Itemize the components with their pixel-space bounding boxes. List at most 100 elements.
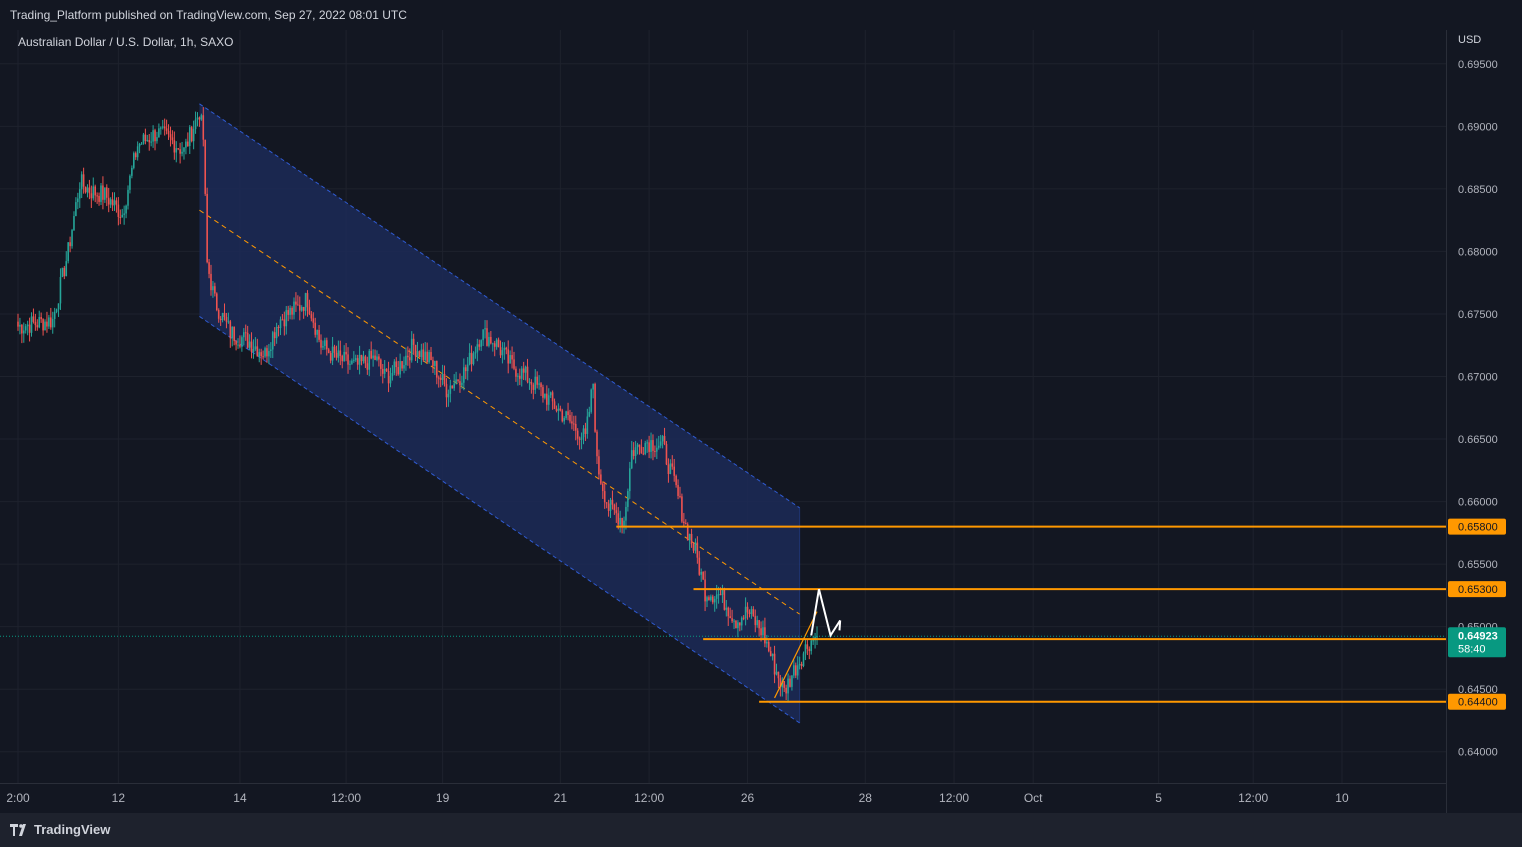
candle-body — [598, 456, 600, 475]
candle-body — [453, 383, 455, 389]
candle-body — [77, 198, 79, 203]
candle-body — [690, 533, 693, 545]
candle-body — [742, 617, 745, 619]
candle-body — [61, 267, 64, 278]
footer-logo[interactable]: TradingView — [10, 822, 110, 837]
time-tick-label: 5 — [1155, 791, 1162, 805]
candle-body — [250, 341, 253, 352]
candle-body — [501, 350, 504, 356]
candle-body — [63, 267, 66, 277]
candle-body — [499, 347, 502, 356]
candle-body — [764, 627, 766, 644]
candle-body — [497, 339, 500, 348]
candle-body — [121, 214, 124, 218]
candle-body — [536, 376, 538, 385]
candle-body — [298, 304, 301, 311]
candle-body — [739, 622, 741, 626]
candle-body — [459, 381, 461, 386]
candle-body — [133, 153, 135, 168]
candle-body — [158, 128, 160, 138]
candle-body — [561, 410, 564, 422]
candle-body — [557, 408, 560, 411]
candle-body — [316, 329, 318, 335]
candle-body — [652, 440, 654, 451]
candle-body — [408, 357, 411, 361]
channel-upper-line — [199, 103, 800, 509]
candle-body — [322, 345, 324, 348]
candle-body — [708, 597, 710, 601]
candle-body — [611, 499, 614, 505]
candle-body — [441, 373, 444, 380]
candle-body — [615, 510, 618, 514]
symbol-title[interactable]: Australian Dollar / U.S. Dollar, 1h, SAX… — [18, 35, 234, 49]
candle-body — [21, 324, 23, 334]
tradingview-logo-icon — [10, 823, 26, 836]
time-tick-label: 12:00 — [939, 791, 969, 805]
channel-median-line — [199, 209, 800, 615]
candle-body — [395, 361, 398, 368]
candle-body — [769, 651, 772, 657]
candle-body — [171, 137, 174, 141]
candle-body — [210, 273, 212, 291]
candle-body — [134, 153, 137, 158]
price-tick-label: 0.64000 — [1458, 747, 1498, 759]
candle-body — [67, 242, 69, 262]
candle-body — [223, 312, 226, 318]
candle-body — [596, 431, 598, 457]
candle-body — [810, 640, 813, 652]
candle-body — [308, 307, 311, 315]
candle-body — [279, 319, 282, 329]
publish-info: Trading_Platform published on TradingVie… — [10, 8, 407, 22]
candle-body — [364, 356, 367, 364]
candle-body — [385, 368, 388, 371]
candle-body — [82, 174, 85, 187]
candle-body — [264, 348, 266, 357]
candle-body — [300, 306, 303, 311]
candle-body — [356, 358, 359, 365]
candle-body — [376, 356, 378, 360]
candle-body — [227, 321, 230, 323]
candle-body — [271, 332, 274, 350]
candle-body — [217, 310, 220, 319]
candle-body — [532, 384, 535, 390]
time-tick-label: 26 — [741, 791, 755, 805]
candle-body — [146, 140, 149, 142]
price-chart[interactable]: 0.640000.645000.650000.655000.660000.665… — [0, 30, 1522, 813]
candle-body — [181, 151, 183, 154]
candle-body — [671, 463, 674, 467]
price-tick-label: 0.68000 — [1458, 246, 1498, 258]
candle-body — [283, 319, 286, 327]
candle-body — [152, 130, 154, 142]
candle-body — [289, 307, 291, 315]
candle-body — [767, 641, 770, 652]
candle-body — [430, 352, 432, 361]
candle-body — [793, 665, 795, 676]
candle-body — [275, 326, 278, 339]
candle-body — [428, 352, 430, 363]
candle-body — [131, 167, 133, 176]
candle-body — [437, 377, 440, 379]
candle-body — [520, 368, 523, 379]
candle-body — [241, 337, 243, 347]
candle-body — [752, 609, 755, 617]
candle-body — [138, 143, 141, 147]
level-price-text: 0.65800 — [1458, 522, 1498, 534]
candle-body — [773, 653, 776, 675]
candle-body — [59, 277, 62, 304]
candle-body — [698, 557, 701, 575]
candle-body — [439, 377, 442, 380]
candle-body — [721, 589, 724, 595]
candle-body — [740, 617, 743, 626]
candle-body — [380, 359, 382, 369]
candle-body — [358, 354, 361, 365]
candle-body — [333, 346, 336, 353]
candle-body — [208, 262, 210, 274]
candle-body — [619, 517, 621, 525]
candle-body — [538, 383, 540, 385]
candle-body — [318, 329, 320, 340]
candle-body — [65, 261, 68, 277]
candle-body — [553, 401, 556, 409]
candlestick-series — [17, 107, 818, 703]
candle-body — [515, 368, 517, 377]
candle-body — [46, 321, 48, 327]
